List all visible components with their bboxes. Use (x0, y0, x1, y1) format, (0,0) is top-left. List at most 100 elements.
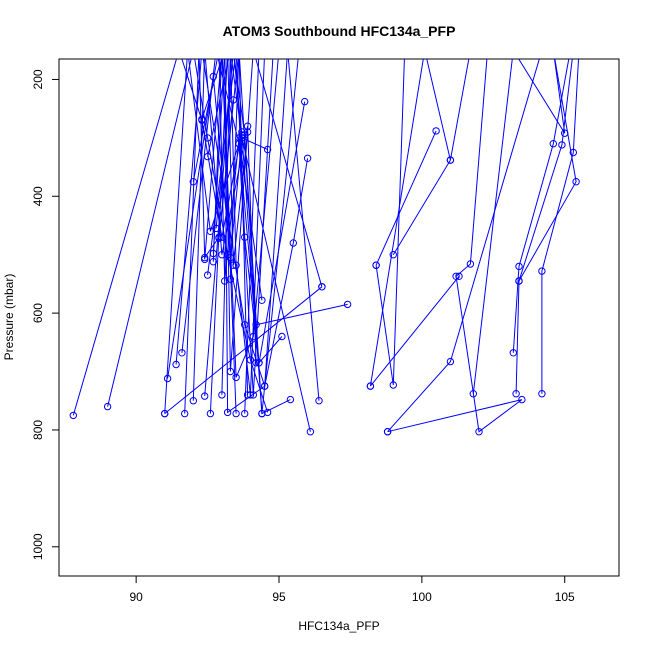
data-point (203, 152, 212, 161)
data-point (512, 390, 520, 398)
series-34 (538, 59, 580, 398)
data-point (389, 381, 397, 389)
series-line (221, 59, 311, 432)
chart-title: ATOM3 Southbound HFC134a_PFP (223, 23, 456, 39)
x-tick-label: 90 (129, 590, 143, 604)
series-19 (215, 59, 352, 329)
data-point (366, 382, 375, 390)
data-point (432, 127, 440, 135)
series-21 (226, 59, 252, 399)
series-line (369, 59, 451, 387)
data-point (258, 409, 266, 418)
series-group (69, 59, 580, 436)
x-axis: 90 95 100 105 (129, 575, 575, 604)
series-line (204, 59, 279, 378)
data-point (161, 409, 169, 418)
series-line (164, 286, 323, 414)
data-point (278, 332, 286, 341)
series-29 (383, 59, 526, 436)
data-point (238, 134, 246, 142)
data-point (303, 154, 312, 163)
y-tick-label: 400 (31, 186, 45, 206)
series-line (515, 59, 573, 394)
y-axis-label: Pressure (mbar) (2, 274, 16, 361)
series-line (472, 59, 566, 394)
series-line (387, 59, 523, 433)
data-point (206, 409, 215, 418)
data-point (172, 360, 180, 369)
data-point (241, 409, 249, 418)
data-point (218, 391, 226, 399)
data-point (289, 239, 297, 247)
series-line (229, 59, 249, 395)
data-point (232, 373, 240, 382)
data-point (475, 428, 483, 436)
series-33 (512, 59, 573, 398)
data-point (223, 408, 232, 417)
data-point (466, 260, 475, 268)
series-line (218, 59, 348, 326)
plot-frame (58, 58, 620, 577)
data-point (226, 275, 235, 283)
series-line (375, 130, 437, 266)
data-point (69, 411, 78, 420)
series-line (212, 59, 237, 414)
data-point (178, 349, 186, 357)
data-point (163, 374, 172, 383)
data-point (301, 97, 309, 106)
x-axis-label: HFC134a_PFP (298, 619, 379, 633)
data-point (549, 140, 557, 148)
data-point (212, 224, 220, 233)
data-point (181, 409, 189, 418)
series-line (175, 59, 309, 389)
data-point (215, 234, 223, 243)
series-line (518, 59, 577, 282)
series-line (541, 59, 580, 394)
series-line (72, 59, 243, 416)
y-tick-label: 1000 (31, 533, 45, 560)
x-tick-label: 105 (555, 590, 575, 604)
data-point (538, 390, 546, 398)
series-line (192, 59, 257, 401)
data-point (198, 115, 206, 123)
data-point (226, 367, 235, 376)
data-point (518, 395, 526, 404)
series-22 (241, 59, 260, 418)
data-point (241, 233, 249, 241)
series-line (392, 59, 470, 255)
data-point (572, 178, 580, 186)
series-26 (372, 127, 440, 269)
data-point (383, 428, 392, 436)
data-point (455, 272, 463, 280)
data-point (372, 261, 380, 269)
series-30 (366, 272, 463, 390)
series-35 (515, 59, 580, 285)
data-point (315, 397, 323, 405)
data-point (389, 251, 397, 259)
data-point (209, 258, 218, 266)
series-16 (209, 59, 240, 418)
series-line (370, 275, 460, 387)
series-23 (161, 283, 326, 418)
data-point (318, 283, 326, 291)
data-point (558, 141, 566, 149)
data-point (189, 178, 198, 186)
series-24 (366, 59, 455, 390)
data-point (343, 300, 352, 309)
series-line (212, 59, 323, 372)
data-point (286, 395, 295, 404)
y-tick-label: 800 (31, 420, 45, 440)
x-tick-label: 95 (272, 590, 286, 604)
series-line (181, 59, 274, 395)
data-point (209, 249, 218, 258)
data-point (203, 271, 212, 279)
series-20 (218, 59, 315, 436)
data-point (201, 255, 209, 264)
data-point (243, 391, 252, 399)
data-point (201, 392, 209, 400)
data-point (258, 296, 266, 304)
series-line (209, 59, 249, 414)
data-point (509, 349, 517, 357)
series-27 (389, 59, 470, 259)
